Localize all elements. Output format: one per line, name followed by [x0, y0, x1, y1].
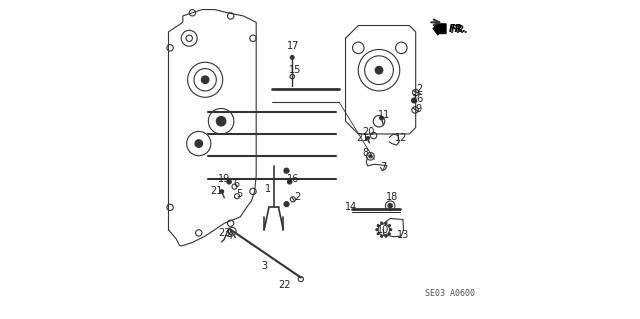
- Circle shape: [202, 76, 209, 84]
- Circle shape: [287, 180, 292, 184]
- Circle shape: [220, 190, 223, 193]
- Circle shape: [388, 233, 390, 235]
- Text: 16: 16: [287, 174, 299, 184]
- Text: 17: 17: [287, 41, 299, 51]
- Text: 19: 19: [218, 174, 230, 184]
- Circle shape: [376, 229, 378, 231]
- Polygon shape: [433, 22, 446, 35]
- Circle shape: [216, 116, 226, 126]
- Circle shape: [388, 204, 392, 208]
- Text: 13: 13: [397, 230, 410, 241]
- Text: 8: 8: [362, 148, 368, 158]
- Circle shape: [385, 235, 387, 237]
- Text: 9: 9: [416, 104, 422, 115]
- Text: 23: 23: [218, 228, 230, 238]
- Text: 21: 21: [210, 186, 223, 196]
- Circle shape: [284, 202, 289, 207]
- Circle shape: [377, 225, 379, 226]
- Text: 22: 22: [278, 280, 291, 290]
- Text: 2: 2: [294, 192, 300, 202]
- Text: 21: 21: [356, 133, 369, 143]
- Text: 18: 18: [386, 192, 398, 202]
- Circle shape: [381, 235, 383, 237]
- Circle shape: [291, 56, 294, 59]
- Text: FR.: FR.: [449, 24, 467, 34]
- Circle shape: [388, 225, 390, 226]
- Text: 5: 5: [237, 189, 243, 199]
- Text: 14: 14: [345, 202, 357, 212]
- Text: 11: 11: [378, 110, 390, 120]
- Text: SE03 A0600: SE03 A0600: [425, 289, 476, 298]
- Text: 10: 10: [377, 225, 389, 235]
- Circle shape: [377, 233, 379, 235]
- Text: FR.: FR.: [451, 25, 468, 35]
- Circle shape: [369, 155, 372, 158]
- Text: 2: 2: [416, 84, 422, 94]
- Circle shape: [227, 180, 231, 184]
- Circle shape: [284, 168, 289, 173]
- Text: 4: 4: [227, 231, 233, 241]
- Circle shape: [381, 222, 383, 224]
- Text: 1: 1: [265, 184, 271, 194]
- Circle shape: [385, 222, 387, 224]
- Circle shape: [375, 66, 383, 74]
- Circle shape: [390, 229, 392, 231]
- Text: 3: 3: [261, 261, 268, 271]
- Text: 7: 7: [380, 161, 387, 172]
- Text: 15: 15: [289, 65, 301, 75]
- Text: 16: 16: [412, 94, 424, 104]
- Circle shape: [412, 98, 417, 103]
- Text: 12: 12: [395, 133, 408, 143]
- Text: 20: 20: [362, 127, 374, 137]
- Circle shape: [380, 116, 383, 120]
- Circle shape: [366, 137, 369, 140]
- Circle shape: [195, 140, 203, 147]
- Text: 6: 6: [234, 179, 239, 189]
